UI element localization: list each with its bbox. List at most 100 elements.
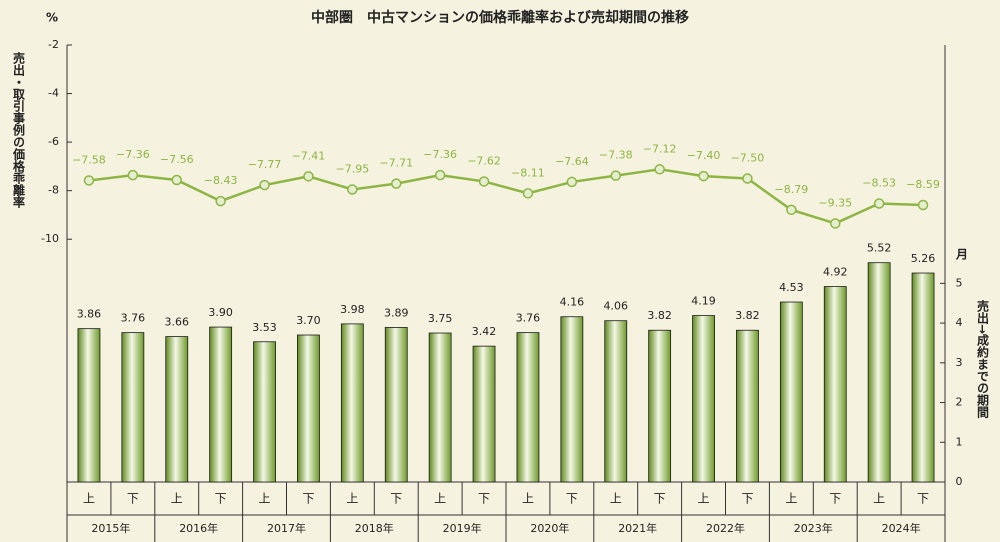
bar (428, 332, 452, 483)
bar (77, 328, 101, 483)
year-label: 2024年 (882, 521, 921, 535)
x-tick-label: 上 (434, 492, 446, 506)
y2-tick-label: 3 (956, 356, 963, 369)
bar (736, 329, 759, 483)
year-label: 2015年 (91, 521, 130, 535)
bar-value-label: 5.26 (911, 252, 936, 265)
y2-tick-label: 0 (956, 475, 963, 488)
line-value-label: −7.71 (379, 157, 413, 170)
bar-value-label: 5.52 (867, 242, 892, 255)
bar-value-label: 3.98 (340, 303, 365, 316)
y-unit: % (46, 11, 58, 25)
y-tick-label: -8 (48, 184, 59, 197)
y2-tick-label: 2 (956, 396, 963, 409)
year-label: 2022年 (706, 521, 745, 535)
bar-value-label: 3.86 (77, 308, 102, 321)
line-value-label: −8.79 (774, 183, 808, 196)
line-marker (522, 188, 534, 199)
line (88, 168, 924, 225)
bar-value-label: 3.89 (384, 306, 409, 319)
line-value-label: −8.53 (862, 177, 896, 190)
bar (867, 262, 891, 483)
x-tick-label: 下 (829, 492, 841, 506)
line-marker (478, 176, 490, 187)
line-marker (917, 199, 929, 211)
bar-value-label: 3.53 (252, 321, 277, 334)
year-label: 2016年 (179, 521, 218, 535)
year-label: 2023年 (794, 521, 833, 535)
year-label: 2018年 (355, 521, 394, 535)
x-tick-label: 上 (83, 492, 95, 506)
line-marker (873, 198, 885, 209)
line-marker (127, 169, 139, 181)
bar (472, 345, 496, 483)
bar-value-label: 3.75 (428, 312, 453, 325)
x-tick-label: 下 (654, 492, 666, 506)
y-tick-label: -6 (48, 135, 59, 148)
x-tick-label: 上 (259, 492, 271, 506)
line-value-label: −7.40 (687, 149, 721, 162)
line-value-label: −7.64 (555, 155, 589, 168)
y-tick-label: -4 (48, 87, 59, 100)
y2-tick-label: 5 (956, 276, 963, 289)
bar (911, 272, 935, 483)
bar (121, 332, 145, 483)
line-marker (434, 169, 446, 181)
line-value-label: −7.36 (116, 148, 150, 161)
x-tick-label: 下 (478, 492, 490, 506)
line-marker (610, 170, 621, 181)
line-marker (566, 176, 578, 188)
line-marker (171, 174, 182, 186)
line-value-label: −7.38 (599, 149, 633, 162)
line-marker (654, 164, 665, 175)
x-tick-label: 下 (390, 492, 402, 506)
y-tick-label: -10 (41, 232, 59, 245)
x-tick-label: 上 (610, 492, 622, 506)
bar-value-label: 4.06 (604, 300, 629, 313)
line-marker (830, 218, 841, 229)
bar (340, 323, 364, 483)
y-axis-title: 売出・取引事例の価格乖離率 (12, 51, 26, 209)
x-tick-label: 上 (785, 492, 797, 506)
year-label: 2020年 (530, 521, 569, 535)
bar (165, 336, 189, 483)
bar-value-label: 4.19 (691, 295, 716, 308)
bar (823, 286, 847, 483)
bar (384, 327, 408, 483)
bar (253, 341, 276, 483)
y2-axis-title: 売出→成約までの期間 (976, 299, 990, 419)
bar-value-label: 3.82 (647, 309, 672, 322)
line-value-label: −7.56 (160, 153, 194, 166)
bar-value-label: 4.92 (823, 266, 848, 279)
bar-value-label: 3.82 (735, 309, 760, 322)
y-tick-label: -2 (48, 38, 59, 51)
line-value-label: −8.59 (906, 178, 940, 191)
line-value-label: −7.36 (423, 148, 457, 161)
bar-value-label: 3.90 (208, 306, 233, 319)
bar (648, 329, 672, 483)
line-value-label: −8.43 (204, 174, 238, 187)
x-tick-label: 上 (698, 492, 710, 506)
line-value-label: −9.35 (818, 196, 852, 209)
y2-tick-label: 4 (956, 316, 963, 329)
bar-value-label: 3.66 (165, 316, 190, 329)
bar-value-label: 3.76 (121, 312, 146, 325)
x-tick-label: 下 (215, 492, 227, 506)
line-value-label: −7.50 (731, 152, 765, 165)
y2-tick-label: 1 (956, 435, 963, 448)
line-marker (742, 173, 753, 184)
line-value-label: −7.58 (72, 153, 106, 166)
bar (692, 315, 715, 483)
bar (560, 316, 584, 483)
line-marker (347, 184, 358, 195)
x-tick-label: 上 (873, 492, 885, 506)
bar (297, 334, 320, 483)
bar (604, 320, 628, 483)
line-marker (391, 178, 402, 189)
line-value-label: −7.95 (335, 162, 369, 175)
bar-value-label: 3.76 (516, 312, 541, 325)
bar (779, 301, 803, 483)
x-tick-label: 下 (127, 492, 139, 506)
line-marker (259, 179, 270, 191)
x-tick-label: 下 (566, 492, 578, 506)
